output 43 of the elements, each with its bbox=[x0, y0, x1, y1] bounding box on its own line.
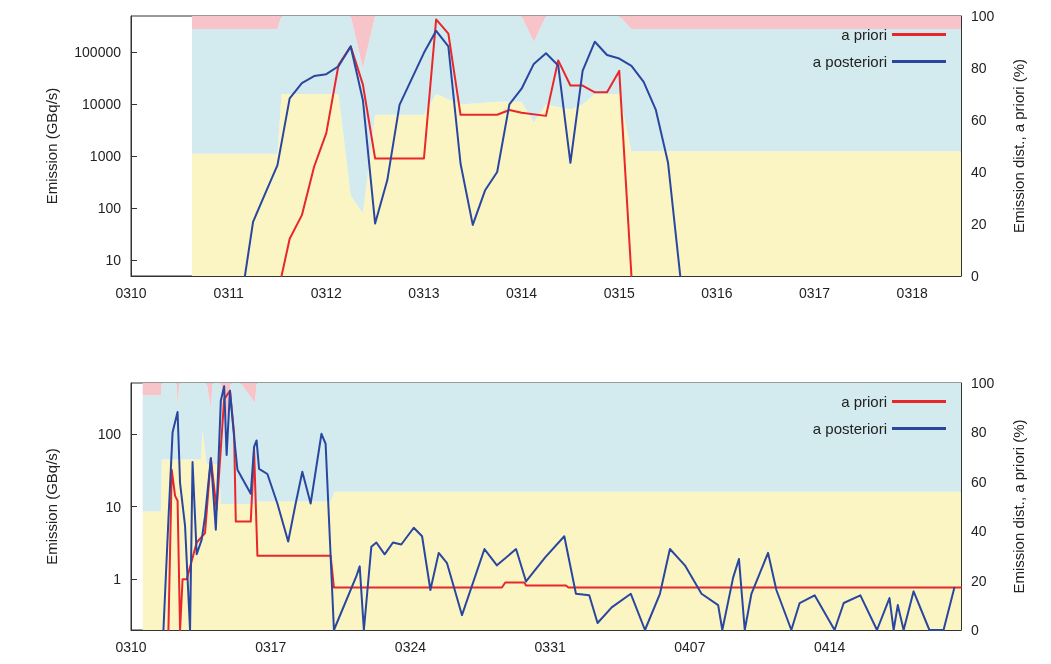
y-axis-title: Emission (GBq/s) bbox=[43, 87, 60, 205]
x-tick-label: 0324 bbox=[394, 639, 427, 655]
x-tick-label: 0316 bbox=[701, 285, 733, 301]
x-tick-label: 0317 bbox=[798, 285, 831, 301]
y-tick-label: 1 bbox=[113, 571, 122, 588]
y2-tick-label: 60 bbox=[971, 112, 987, 128]
x-tick-label: 0407 bbox=[674, 639, 706, 655]
x-tick-label: 0315 bbox=[603, 285, 636, 301]
y2-tick-label: 80 bbox=[971, 424, 987, 441]
legend-label: a posteriori bbox=[812, 420, 887, 437]
y2-tick-label: 100 bbox=[971, 375, 995, 391]
y-tick-label: 100 bbox=[97, 425, 122, 442]
y2-tick-label: 40 bbox=[971, 164, 987, 180]
y2-tick-label: 20 bbox=[971, 216, 987, 232]
legend-label: a priori bbox=[841, 26, 887, 43]
y2-tick-label: 80 bbox=[971, 60, 987, 76]
y2-tick-label: 100 bbox=[971, 8, 995, 24]
y-tick-label: 10 bbox=[105, 252, 122, 269]
y-tick-label: 100000 bbox=[74, 44, 122, 61]
y2-tick-label: 0 bbox=[971, 622, 979, 638]
x-tick-label: 0311 bbox=[213, 285, 244, 301]
x-tick-label: 0314 bbox=[506, 285, 538, 301]
x-tick-label: 0318 bbox=[896, 285, 928, 301]
y-tick-label: 1000 bbox=[89, 148, 122, 165]
x-tick-label: 0310 bbox=[115, 639, 147, 655]
y2-tick-label: 0 bbox=[971, 268, 979, 284]
y2-axis-title: Emission dist., a priori (%) bbox=[1010, 419, 1027, 594]
y-axis-title: Emission (GBq/s) bbox=[43, 448, 60, 565]
x-tick-label: 0317 bbox=[255, 639, 287, 655]
y-tick-label: 100 bbox=[97, 200, 122, 217]
y2-tick-label: 60 bbox=[971, 473, 987, 490]
legend-label: a posteriori bbox=[812, 53, 887, 70]
y2-tick-label: 40 bbox=[971, 523, 987, 540]
legend-label: a priori bbox=[841, 393, 887, 410]
x-tick-label: 0312 bbox=[310, 285, 343, 301]
y-tick-label: 10 bbox=[105, 498, 122, 515]
x-tick-label: 0414 bbox=[814, 639, 846, 655]
x-tick-label: 0310 bbox=[115, 285, 147, 301]
x-tick-label: 0331 bbox=[534, 639, 566, 655]
y-tick-label: 10000 bbox=[82, 96, 122, 113]
x-tick-label: 0313 bbox=[408, 285, 440, 301]
y2-tick-label: 20 bbox=[971, 572, 987, 589]
y2-axis-title: Emission dist., a priori (%) bbox=[1010, 58, 1027, 234]
